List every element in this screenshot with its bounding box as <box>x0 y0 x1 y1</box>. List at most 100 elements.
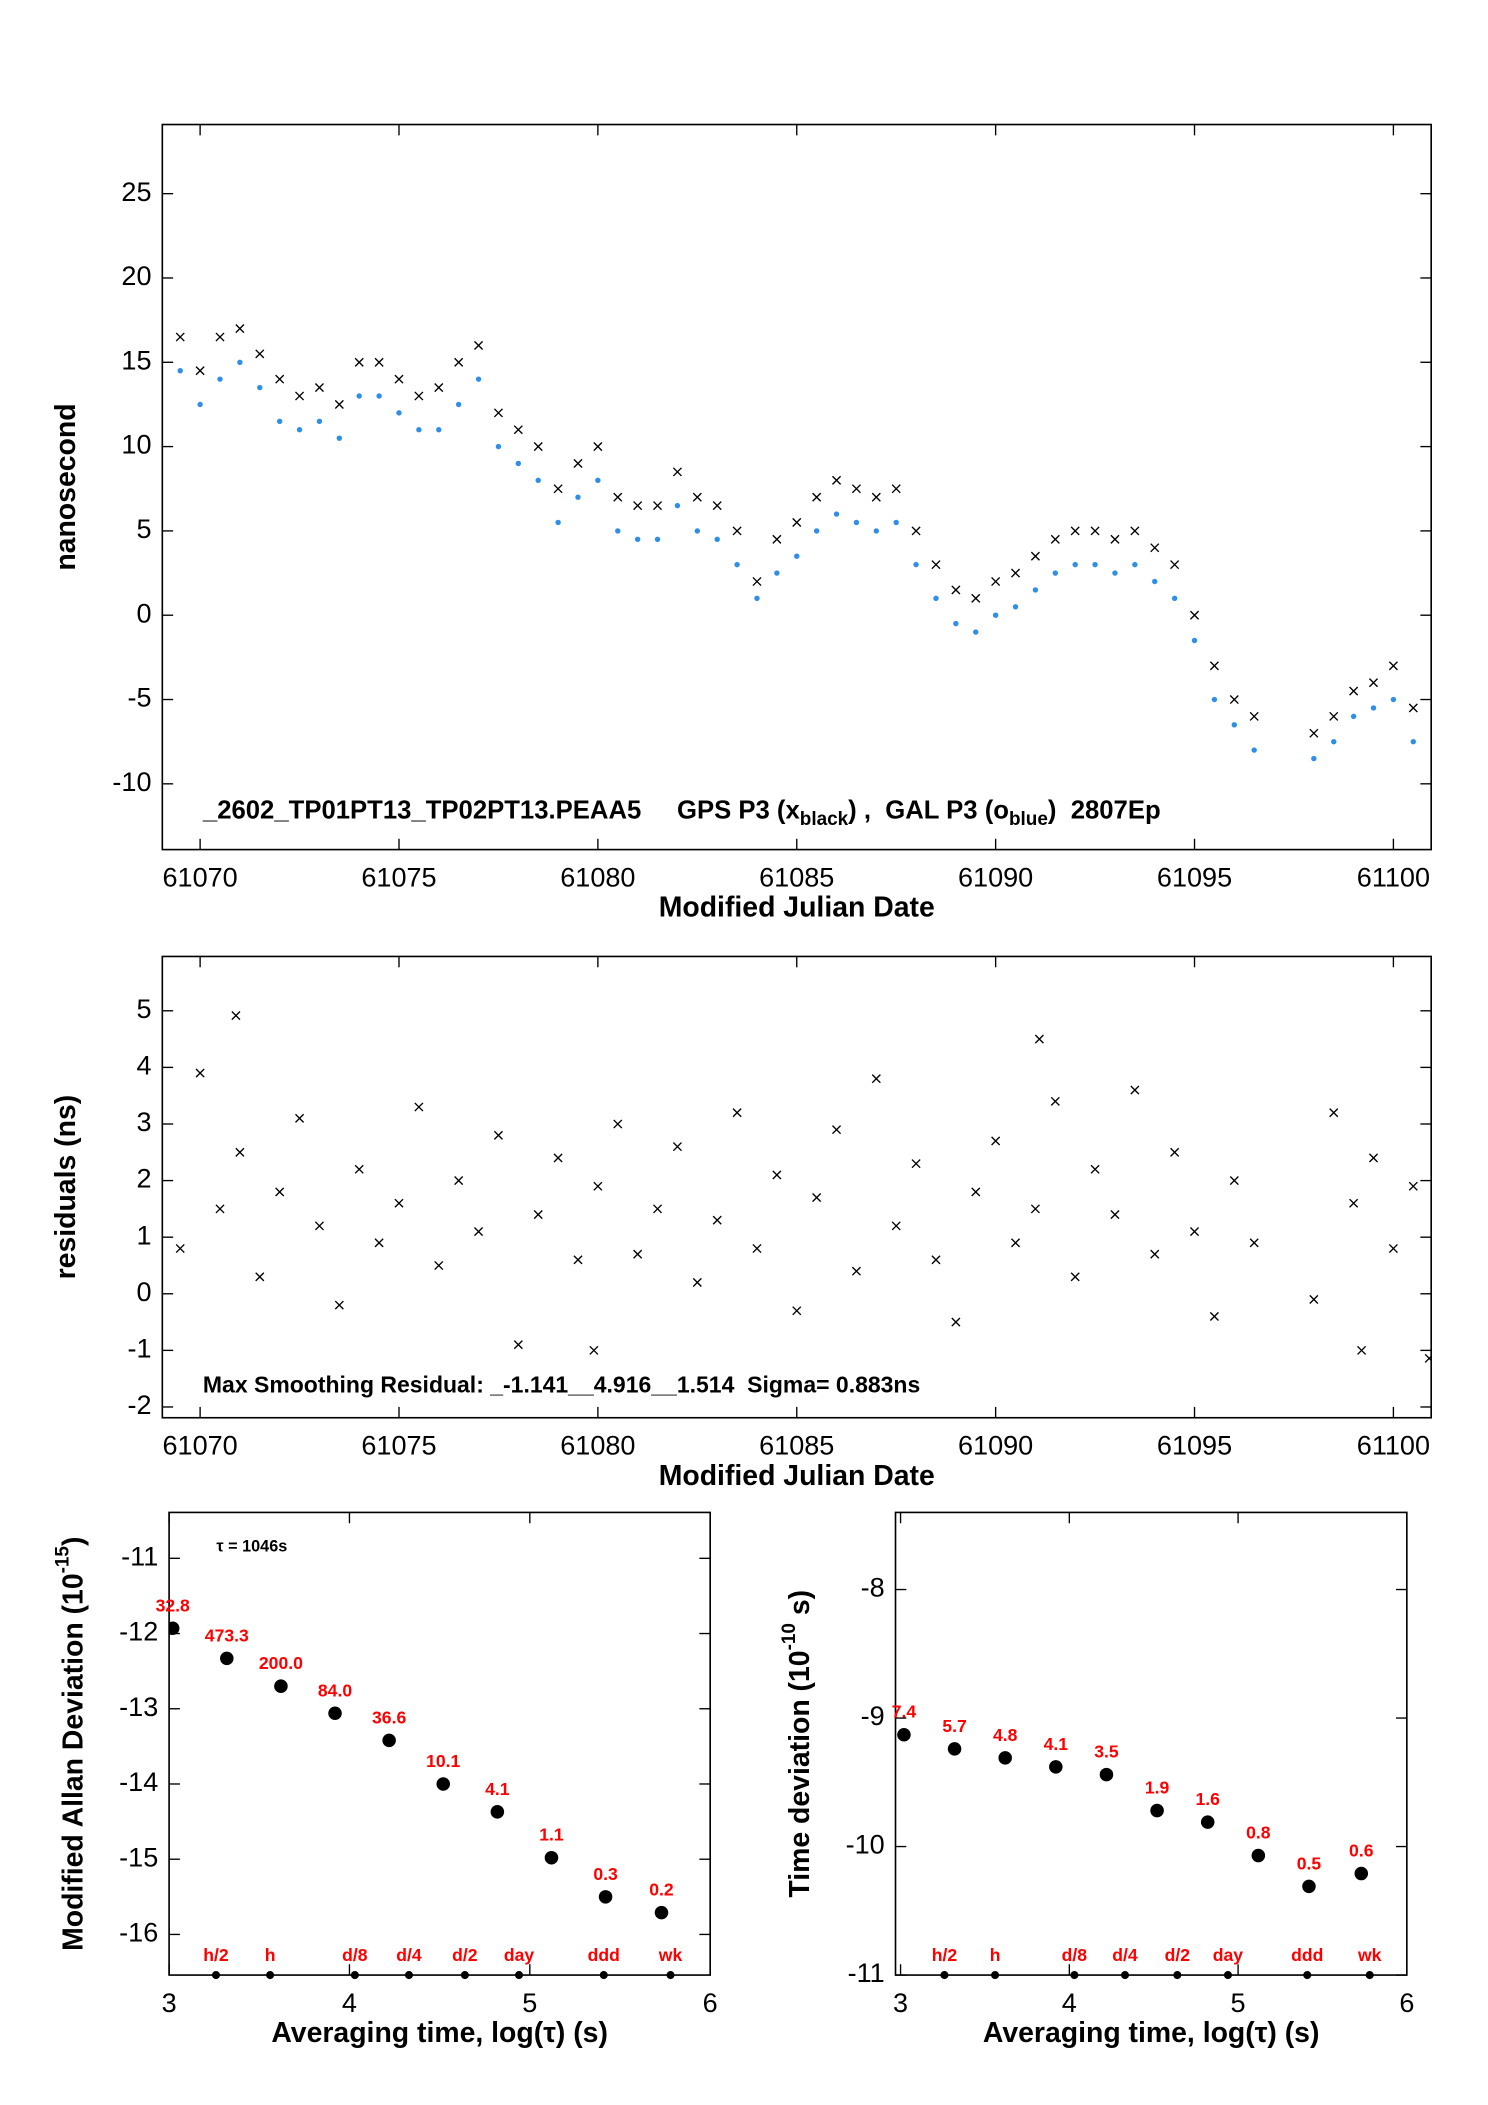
data-point <box>1099 1767 1114 1782</box>
data-point <box>336 435 343 441</box>
y-label-sup: -15 <box>53 1546 74 1573</box>
x-tick-label: 6 <box>1399 1988 1414 2018</box>
data-point <box>1331 738 1337 745</box>
data-point <box>334 1300 344 1310</box>
point-label: 7.4 <box>892 1702 917 1722</box>
annotation-subscript: blue <box>1009 809 1048 830</box>
data-point <box>1390 696 1397 703</box>
data-point <box>734 561 740 568</box>
point-label: 1.6 <box>1195 1789 1220 1809</box>
data-point <box>971 593 981 603</box>
data-point <box>1049 1760 1063 1774</box>
data-point <box>220 1651 234 1666</box>
data-point <box>1408 703 1418 713</box>
x-axis-label: Averaging time, log(τ) (s) <box>983 2017 1320 2049</box>
data-point <box>513 1340 523 1350</box>
annotation-text: Max Smoothing Residual: _-1.141__4.916__… <box>203 1372 920 1398</box>
point-label: 36.6 <box>372 1707 406 1727</box>
data-point <box>237 359 243 365</box>
time-marker <box>514 1971 524 1980</box>
x-tick-label: 61100 <box>1357 862 1430 892</box>
y-axis-label: Time deviation (10-10 s) <box>779 1590 815 1898</box>
data-point <box>1189 1226 1200 1237</box>
data-point <box>634 536 641 543</box>
data-point <box>1368 678 1379 688</box>
data-point <box>1424 1353 1432 1363</box>
data-point <box>553 1153 563 1163</box>
data-point <box>169 1621 180 1636</box>
data-point <box>893 519 899 526</box>
time-marker-label: d/2 <box>452 1945 478 1965</box>
y-tick-label: -14 <box>119 1767 158 1797</box>
data-point <box>533 1210 543 1220</box>
x-tick-label: 61085 <box>759 862 834 892</box>
data-point <box>653 501 663 511</box>
data-point <box>1130 1085 1140 1095</box>
data-point <box>951 585 961 595</box>
y-tick-label: -10 <box>112 767 151 797</box>
data-point <box>1070 526 1080 536</box>
y-label-sup: -10 <box>779 1623 800 1650</box>
data-point <box>1191 637 1198 644</box>
data-point <box>195 366 205 376</box>
x-tick-label: 61080 <box>560 862 635 892</box>
point-label: 84.0 <box>318 1680 352 1700</box>
data-point <box>394 374 404 384</box>
data-point <box>1302 1879 1316 1894</box>
data-point <box>589 1345 599 1355</box>
point-label: 200.0 <box>259 1653 303 1673</box>
data-point <box>1030 551 1040 561</box>
data-point <box>812 1193 822 1203</box>
data-point <box>454 1176 464 1186</box>
data-point <box>1010 568 1021 578</box>
data-point <box>1110 534 1120 544</box>
data-point <box>296 427 303 433</box>
y-tick-label: 0 <box>136 1277 151 1307</box>
point-label: 10.1 <box>426 1751 460 1771</box>
data-point <box>891 1221 901 1231</box>
data-point <box>197 401 203 408</box>
time-marker <box>404 1971 414 1980</box>
data-point <box>235 1147 245 1157</box>
data-point <box>275 374 285 384</box>
y-axis-label: nanosecond <box>50 403 82 570</box>
y-tick-label: -2 <box>127 1390 151 1420</box>
data-point <box>275 1187 285 1197</box>
data-point <box>495 443 502 450</box>
data-point <box>257 384 263 391</box>
time-marker <box>1365 1971 1374 1980</box>
x-tick-label: 61075 <box>361 1431 436 1461</box>
x-axis-label: Modified Julian Date <box>659 892 935 924</box>
data-point <box>328 1706 342 1721</box>
data-point <box>992 612 999 618</box>
x-tick-label: 61070 <box>163 1431 238 1461</box>
y-tick-label: -11 <box>121 1541 158 1571</box>
point-label: 1.1 <box>539 1825 564 1845</box>
time-marker <box>599 1971 608 1980</box>
data-point <box>998 1751 1012 1765</box>
point-label: 4.1 <box>1044 1734 1069 1754</box>
data-point <box>1112 570 1118 576</box>
time-marker-label: d/4 <box>396 1945 422 1965</box>
time-marker-label: h <box>990 1945 1001 1965</box>
data-point <box>455 401 462 408</box>
y-axis-label: residuals (ns) <box>50 1095 82 1280</box>
data-point <box>1209 1311 1219 1321</box>
data-point <box>931 560 941 570</box>
data-point <box>891 484 901 494</box>
data-point <box>1050 534 1060 544</box>
data-point <box>971 1187 981 1197</box>
y-tick-label: 5 <box>136 994 151 1024</box>
data-point <box>1090 526 1100 536</box>
data-point <box>276 418 283 425</box>
data-point <box>1410 738 1416 745</box>
data-point <box>833 511 840 517</box>
data-point <box>235 324 245 334</box>
data-point <box>475 376 482 382</box>
data-point <box>1130 526 1140 536</box>
data-point <box>1092 561 1098 568</box>
x-tick-label: 61075 <box>361 862 436 892</box>
data-point <box>354 1164 364 1174</box>
data-point <box>1110 1210 1120 1220</box>
y-tick-label: -11 <box>848 1958 885 1988</box>
